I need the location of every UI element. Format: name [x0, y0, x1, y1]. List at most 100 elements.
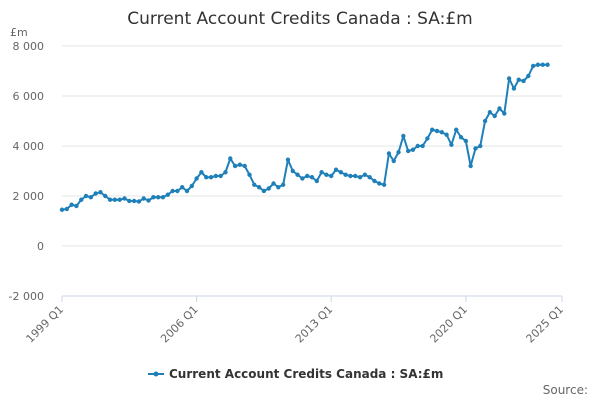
legend-label[interactable]: Current Account Credits Canada : SA:£m — [169, 367, 443, 381]
data-point[interactable] — [146, 198, 151, 203]
data-point[interactable] — [377, 181, 382, 186]
data-point[interactable] — [204, 175, 209, 180]
data-point[interactable] — [410, 147, 416, 152]
data-point[interactable] — [526, 73, 531, 79]
data-point[interactable] — [232, 163, 238, 169]
data-point[interactable] — [276, 185, 281, 190]
data-point[interactable] — [482, 118, 488, 124]
data-point[interactable] — [208, 175, 214, 180]
data-point[interactable] — [228, 156, 233, 161]
data-point[interactable] — [131, 198, 137, 204]
data-point[interactable] — [285, 157, 291, 162]
data-point[interactable] — [386, 151, 392, 156]
data-point[interactable] — [88, 195, 94, 200]
data-point[interactable] — [112, 197, 118, 202]
data-point[interactable] — [237, 162, 243, 167]
data-point[interactable] — [511, 86, 517, 91]
data-point[interactable] — [290, 168, 295, 174]
data-point[interactable] — [189, 183, 195, 189]
data-point[interactable] — [213, 173, 219, 179]
data-point[interactable] — [319, 170, 324, 175]
data-point[interactable] — [199, 170, 204, 175]
data-point[interactable] — [69, 202, 74, 207]
data-point[interactable] — [280, 182, 286, 187]
data-point[interactable] — [521, 78, 526, 84]
data-point[interactable] — [338, 170, 344, 175]
data-point[interactable] — [353, 173, 358, 179]
data-point[interactable] — [405, 148, 411, 154]
data-point[interactable] — [136, 199, 142, 204]
data-point[interactable] — [194, 176, 199, 181]
data-point[interactable] — [333, 167, 339, 172]
data-point[interactable] — [170, 188, 175, 194]
data-point[interactable] — [468, 163, 473, 169]
data-point[interactable] — [324, 172, 329, 177]
data-point[interactable] — [492, 113, 497, 119]
data-point[interactable] — [540, 62, 545, 67]
data-point[interactable] — [396, 150, 401, 155]
data-point[interactable] — [141, 196, 146, 201]
data-point[interactable] — [362, 172, 368, 177]
data-point[interactable] — [391, 158, 396, 164]
data-point[interactable] — [155, 195, 161, 200]
data-point[interactable] — [463, 138, 469, 144]
data-point[interactable] — [314, 178, 320, 184]
data-point[interactable] — [434, 128, 440, 134]
data-point[interactable] — [439, 130, 445, 135]
data-point[interactable] — [79, 197, 84, 202]
data-point[interactable] — [122, 196, 127, 201]
data-point[interactable] — [444, 132, 449, 137]
data-point[interactable] — [516, 77, 521, 82]
data-point[interactable] — [425, 136, 430, 141]
data-point[interactable] — [64, 206, 70, 212]
data-point[interactable] — [107, 197, 113, 202]
data-point[interactable] — [242, 163, 247, 169]
data-point[interactable] — [256, 185, 262, 190]
data-point[interactable] — [165, 192, 170, 197]
data-point[interactable] — [381, 182, 387, 187]
data-point[interactable] — [458, 135, 464, 140]
data-point[interactable] — [175, 188, 180, 194]
data-point[interactable] — [117, 197, 122, 202]
data-point[interactable] — [343, 172, 348, 177]
data-point[interactable] — [478, 143, 483, 149]
data-point[interactable] — [357, 175, 363, 180]
data-point[interactable] — [502, 111, 507, 116]
data-point[interactable] — [473, 146, 478, 151]
data-point[interactable] — [247, 172, 252, 177]
credits-label[interactable]: Source: — [543, 383, 588, 397]
data-point[interactable] — [223, 170, 228, 175]
data-point[interactable] — [218, 173, 223, 179]
data-point[interactable] — [401, 133, 406, 139]
data-point[interactable] — [367, 175, 372, 180]
legend[interactable]: Current Account Credits Canada : SA:£m — [148, 367, 443, 381]
data-point[interactable] — [98, 190, 103, 195]
data-point[interactable] — [506, 76, 512, 81]
data-point[interactable] — [74, 203, 79, 209]
data-point[interactable] — [429, 127, 435, 132]
data-point[interactable] — [372, 178, 377, 184]
data-point[interactable] — [261, 188, 267, 194]
data-point[interactable] — [59, 207, 65, 212]
data-point[interactable] — [348, 173, 353, 179]
data-point[interactable] — [329, 173, 334, 179]
data-point[interactable] — [487, 110, 493, 115]
data-point[interactable] — [271, 181, 276, 186]
data-point[interactable] — [184, 188, 190, 194]
data-point[interactable] — [309, 175, 315, 180]
data-point[interactable] — [415, 143, 420, 149]
data-point[interactable] — [497, 106, 502, 111]
data-point[interactable] — [449, 142, 454, 147]
data-point[interactable] — [252, 182, 257, 187]
data-point[interactable] — [530, 63, 536, 69]
data-point[interactable] — [535, 62, 541, 67]
data-point[interactable] — [295, 172, 300, 177]
data-point[interactable] — [103, 193, 108, 199]
data-point[interactable] — [300, 176, 305, 181]
data-point[interactable] — [179, 185, 185, 190]
data-point[interactable] — [93, 191, 98, 196]
data-point[interactable] — [266, 186, 271, 191]
data-point[interactable] — [151, 195, 156, 200]
data-point[interactable] — [160, 195, 166, 200]
data-point[interactable] — [83, 193, 89, 199]
